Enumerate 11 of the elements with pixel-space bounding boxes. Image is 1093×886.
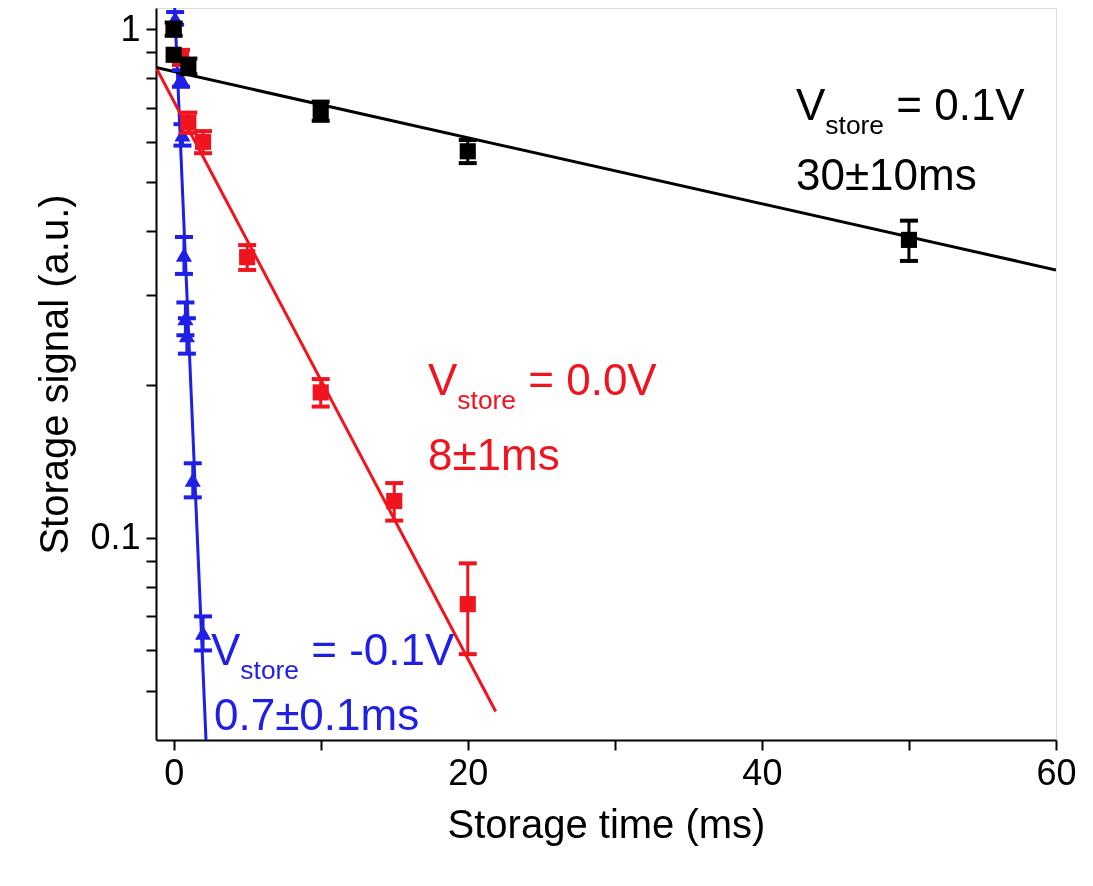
y-tick-label: 1 [120,7,141,49]
x-tick-label: 20 [448,751,489,793]
y-tick-label: 0.1 [90,516,141,558]
x-tick-label: 60 [1036,751,1077,793]
x-tick-label: 0 [164,751,185,793]
y-axis-title: Storage signal (a.u.) [32,194,77,555]
annotation: 30±10ms [796,150,977,199]
annotation: 0.7±0.1ms [214,690,420,739]
x-tick-label: 40 [742,751,783,793]
annotation: 8±1ms [428,430,560,479]
x-axis-title: Storage time (ms) [447,801,766,846]
